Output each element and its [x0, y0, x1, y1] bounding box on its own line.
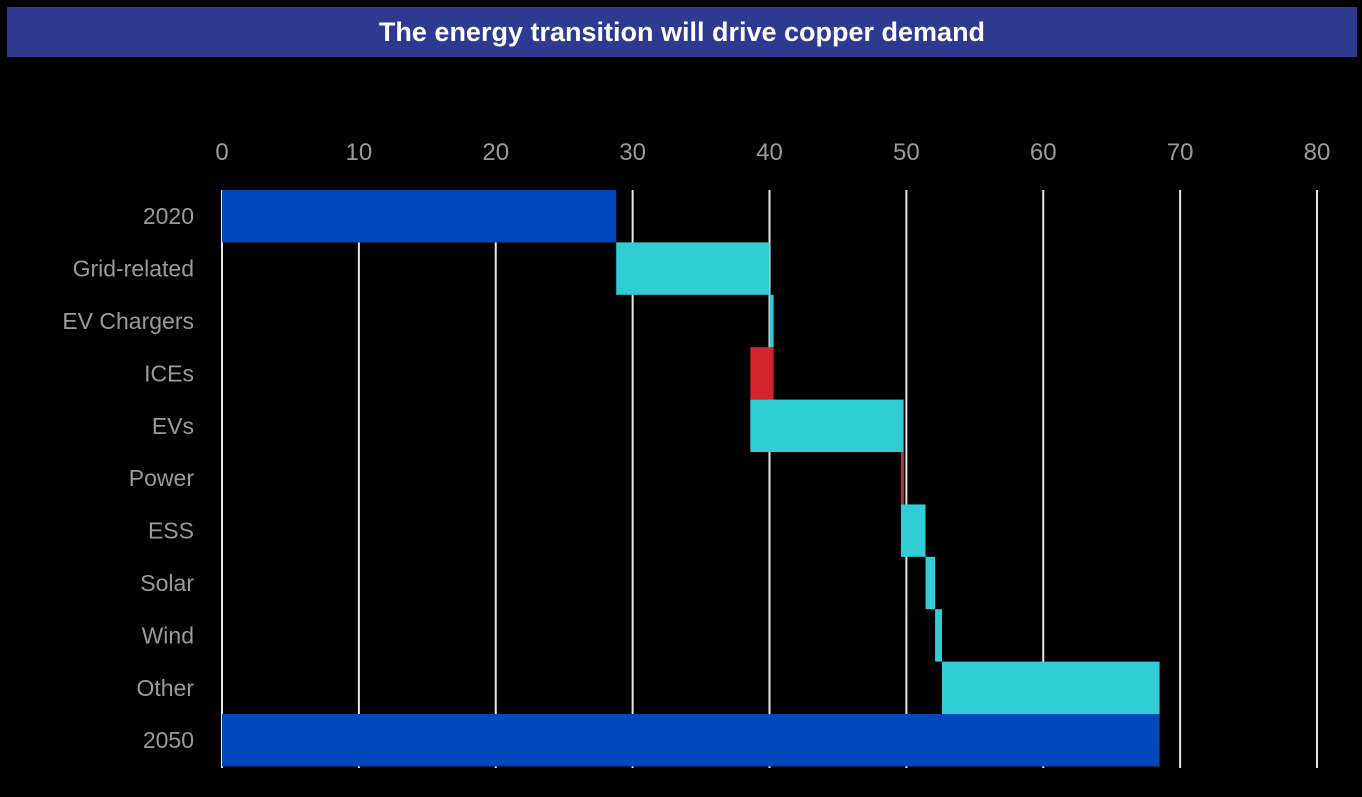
category-label-power: Power: [129, 465, 195, 491]
bar-grid-related: [616, 242, 770, 295]
x-tick-label: 40: [756, 139, 783, 166]
category-label-ices: ICEs: [144, 360, 194, 386]
x-tick-label: 20: [482, 139, 509, 166]
category-label-ev-chargers: EV Chargers: [62, 308, 194, 334]
x-tick-label: 50: [893, 139, 920, 166]
chart-title-bar: The energy transition will drive copper …: [7, 7, 1357, 57]
chart-title: The energy transition will drive copper …: [378, 16, 986, 47]
y-axis-categories: 2020 Grid-related EV Chargers ICEs EVs Power E…: [62, 203, 194, 753]
bars: [222, 190, 1160, 767]
bar-2050: [222, 714, 1160, 767]
bar-evs: [750, 399, 904, 452]
bar-wind: [935, 609, 942, 662]
x-tick-label: 0: [215, 139, 228, 166]
category-label-2020: 2020: [143, 203, 194, 229]
category-label-wind: Wind: [142, 622, 194, 648]
bar-solar: [925, 556, 936, 610]
category-label-ess: ESS: [148, 518, 194, 544]
category-label-2050: 2050: [143, 727, 194, 753]
x-tick-label: 70: [1167, 139, 1194, 166]
bar-power: [900, 452, 904, 505]
bar-other: [941, 661, 1160, 714]
category-label-grid-related: Grid-related: [73, 256, 194, 282]
x-axis-ticks: 0 10 20 30 40 50 60 70 80: [215, 139, 1330, 166]
x-tick-label: 80: [1304, 139, 1331, 166]
x-tick-label: 30: [619, 139, 646, 166]
bar-2020: [222, 190, 617, 243]
bar-ices: [750, 347, 774, 400]
x-tick-label: 60: [1030, 139, 1057, 166]
category-label-other: Other: [136, 675, 194, 701]
bar-ess: [900, 504, 926, 557]
category-label-solar: Solar: [140, 570, 194, 596]
x-tick-label: 10: [346, 139, 373, 166]
category-label-evs: EVs: [152, 413, 194, 439]
bar-ev-chargers: [769, 294, 774, 348]
